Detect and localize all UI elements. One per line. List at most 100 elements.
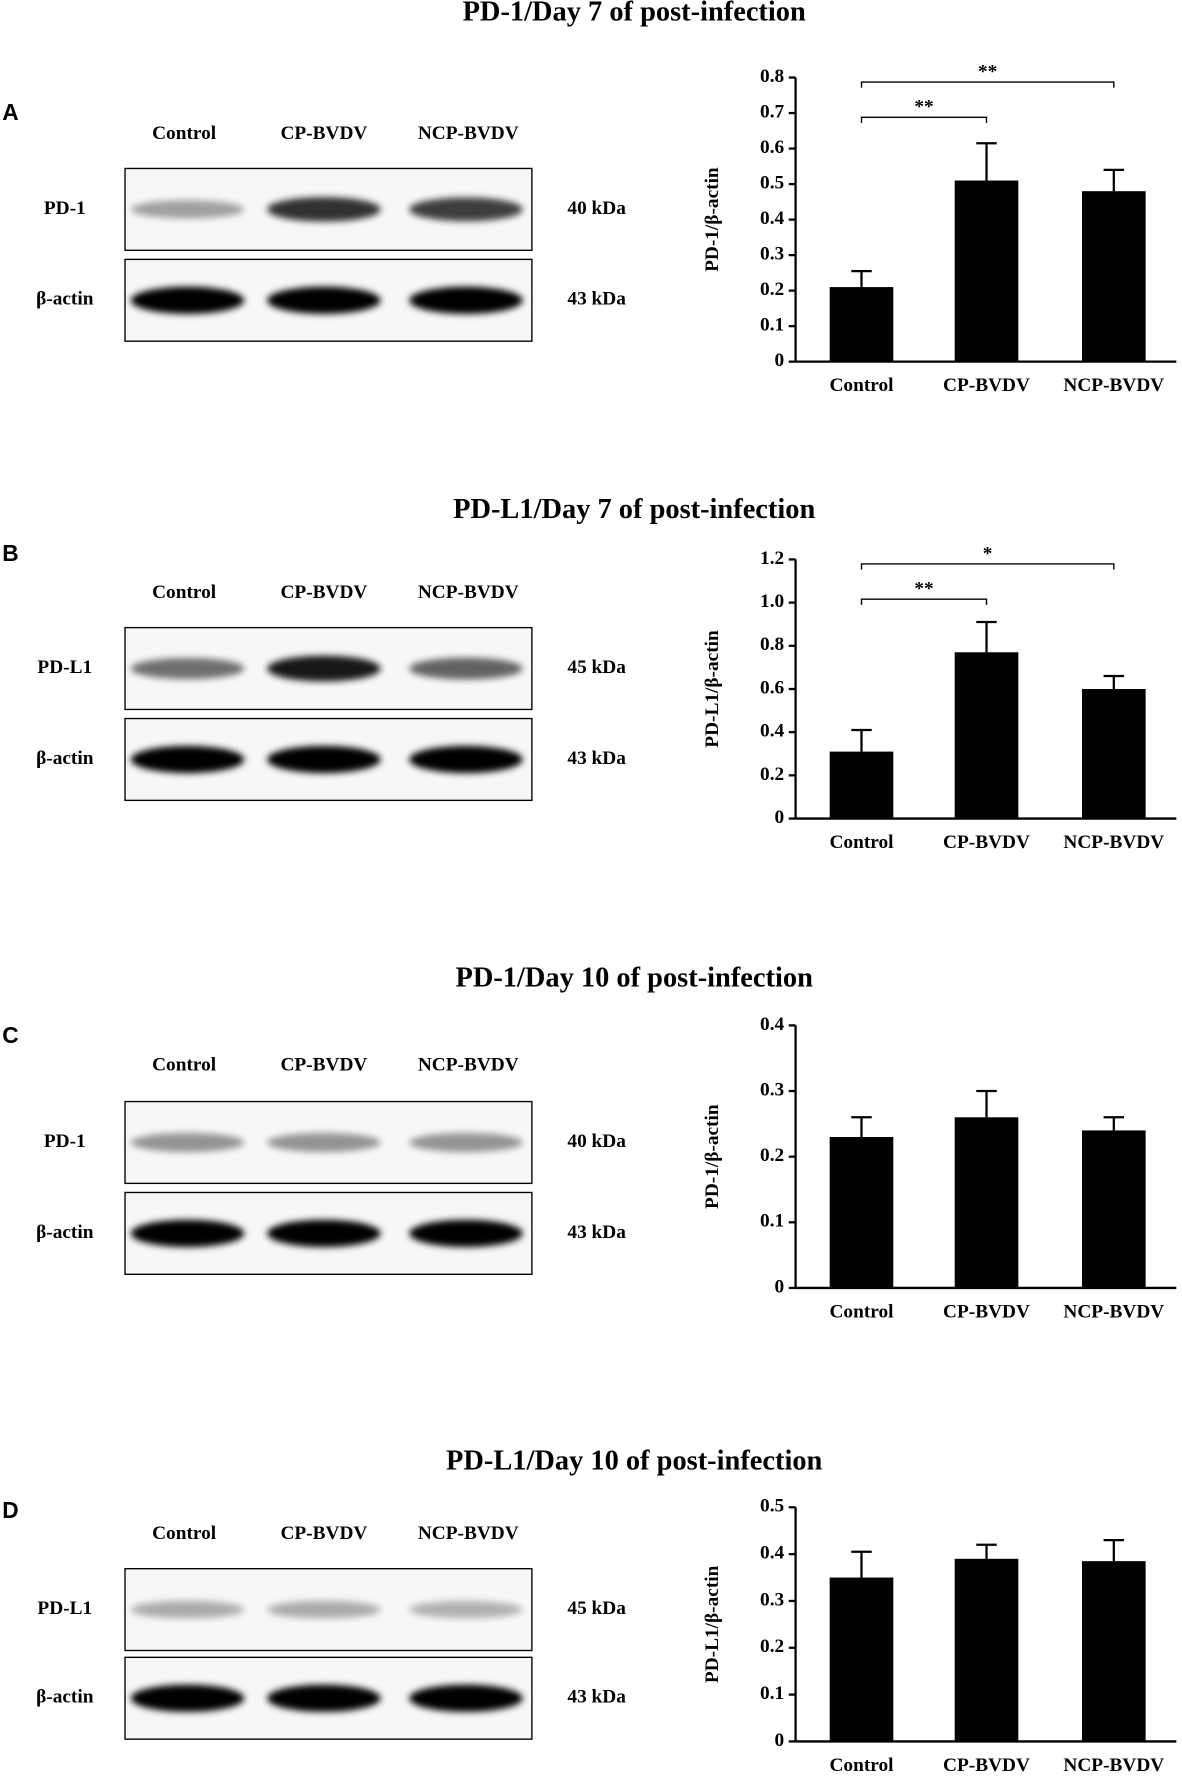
x-tick-label: NCP-BVDV (1063, 832, 1164, 853)
blot-band (267, 286, 381, 314)
significance-bracket (860, 81, 1115, 88)
blot-row-label: β-actin (36, 748, 94, 769)
blot-row-label: PD-L1 (37, 1598, 92, 1619)
lane-label: NCP-BVDV (418, 1055, 519, 1076)
significance-label: ** (914, 579, 933, 600)
panel-letter: A (2, 99, 18, 125)
y-tick-label: 0 (775, 350, 785, 371)
y-tick-label: 1.0 (760, 591, 784, 612)
y-tick-label: 0.7 (760, 101, 784, 122)
lane-label: NCP-BVDV (418, 1523, 519, 1544)
bar (1081, 688, 1146, 819)
blot-band (409, 197, 523, 222)
bar (1081, 191, 1146, 362)
y-tick-label: 0.3 (760, 244, 784, 265)
blot-row-label: β-actin (36, 1687, 94, 1708)
y-axis-label: PD-L1/β-actin (702, 630, 723, 748)
x-tick-label: NCP-BVDV (1063, 1755, 1164, 1776)
significance-label: ** (914, 97, 933, 118)
y-axis-label: PD-L1/β-actin (702, 1565, 723, 1683)
y-tick-label: 0.1 (760, 1211, 784, 1232)
blot-band (267, 745, 381, 774)
blot-row-label: PD-L1 (37, 657, 92, 678)
x-tick-label: CP-BVDV (943, 1755, 1030, 1776)
y-tick-label: 0.2 (760, 279, 784, 300)
blot-row-label: β-actin (36, 289, 94, 310)
bar (954, 652, 1019, 819)
blot-band (130, 1684, 245, 1712)
x-tick-label: Control (829, 1755, 894, 1776)
y-tick-label: 0.4 (760, 1014, 784, 1035)
y-tick-label: 0.8 (760, 66, 784, 87)
x-tick-label: NCP-BVDV (1063, 375, 1164, 396)
x-tick-label: NCP-BVDV (1063, 1301, 1164, 1322)
blot-size-label: 45 kDa (567, 657, 626, 678)
significance-bracket (860, 116, 988, 123)
blot-size-label: 45 kDa (567, 1598, 626, 1619)
blot-band (409, 1684, 523, 1712)
blot-band (130, 745, 245, 774)
panel-letter: D (2, 1497, 18, 1523)
y-tick-label: 0.1 (760, 315, 784, 336)
bar (954, 1558, 1019, 1742)
blot-band (130, 1600, 245, 1619)
blot-band (130, 286, 245, 314)
blot-band (130, 200, 245, 219)
blot-band (267, 197, 381, 222)
y-tick-label: 0.4 (760, 721, 784, 742)
blot-band (409, 1219, 523, 1248)
blot-band (409, 745, 523, 774)
blot-size-label: 43 kDa (567, 289, 626, 310)
lane-label: CP-BVDV (280, 123, 367, 144)
blot-size-label: 40 kDa (567, 1131, 626, 1152)
y-tick-label: 0 (775, 807, 785, 828)
blot-band (409, 286, 523, 314)
blot-size-label: 43 kDa (567, 748, 626, 769)
panel-letter: C (2, 1022, 18, 1048)
panel-title: PD-L1/Day 7 of post-infection (453, 494, 815, 525)
lane-label: NCP-BVDV (418, 582, 519, 603)
x-tick-label: CP-BVDV (943, 832, 1030, 853)
significance-bracket (860, 563, 1115, 570)
y-tick-label: 0.2 (760, 764, 784, 785)
lane-label: Control (152, 1523, 217, 1544)
lane-label: Control (152, 123, 217, 144)
blot-size-label: 43 kDa (567, 1687, 626, 1708)
x-tick-label: Control (829, 832, 894, 853)
panel-letter: B (2, 540, 18, 566)
bar (1081, 1130, 1146, 1288)
blot-band (267, 1684, 381, 1712)
blot-band (267, 1132, 381, 1153)
lane-label: CP-BVDV (280, 1523, 367, 1544)
y-tick-label: 0.1 (760, 1683, 784, 1704)
panel-title: PD-1/Day 7 of post-infection (463, 0, 806, 27)
y-tick-label: 1.2 (760, 548, 784, 569)
blot-band (409, 1600, 523, 1619)
lane-label: Control (152, 1055, 217, 1076)
y-tick-label: 0 (775, 1276, 785, 1297)
x-tick-label: CP-BVDV (943, 375, 1030, 396)
y-tick-label: 0.4 (760, 208, 784, 229)
blot-band (267, 1600, 381, 1619)
significance-bracket (860, 598, 988, 605)
lane-label: CP-BVDV (280, 582, 367, 603)
significance-label: ** (978, 61, 997, 82)
blot-band (130, 657, 245, 680)
y-tick-label: 0.3 (760, 1589, 784, 1610)
significance-label: * (983, 543, 993, 564)
y-tick-label: 0.8 (760, 634, 784, 655)
blot-band (409, 1132, 523, 1153)
blot-band (130, 1132, 245, 1153)
bar (954, 180, 1019, 362)
blot-row-label: PD-1 (44, 198, 86, 219)
blot-band (267, 1219, 381, 1248)
x-tick-label: Control (829, 1301, 894, 1322)
bar (829, 1136, 894, 1288)
bar (829, 287, 894, 362)
y-tick-label: 0.5 (760, 173, 784, 194)
bar (1081, 1561, 1146, 1742)
y-tick-label: 0.2 (760, 1145, 784, 1166)
y-tick-label: 0.3 (760, 1079, 784, 1100)
